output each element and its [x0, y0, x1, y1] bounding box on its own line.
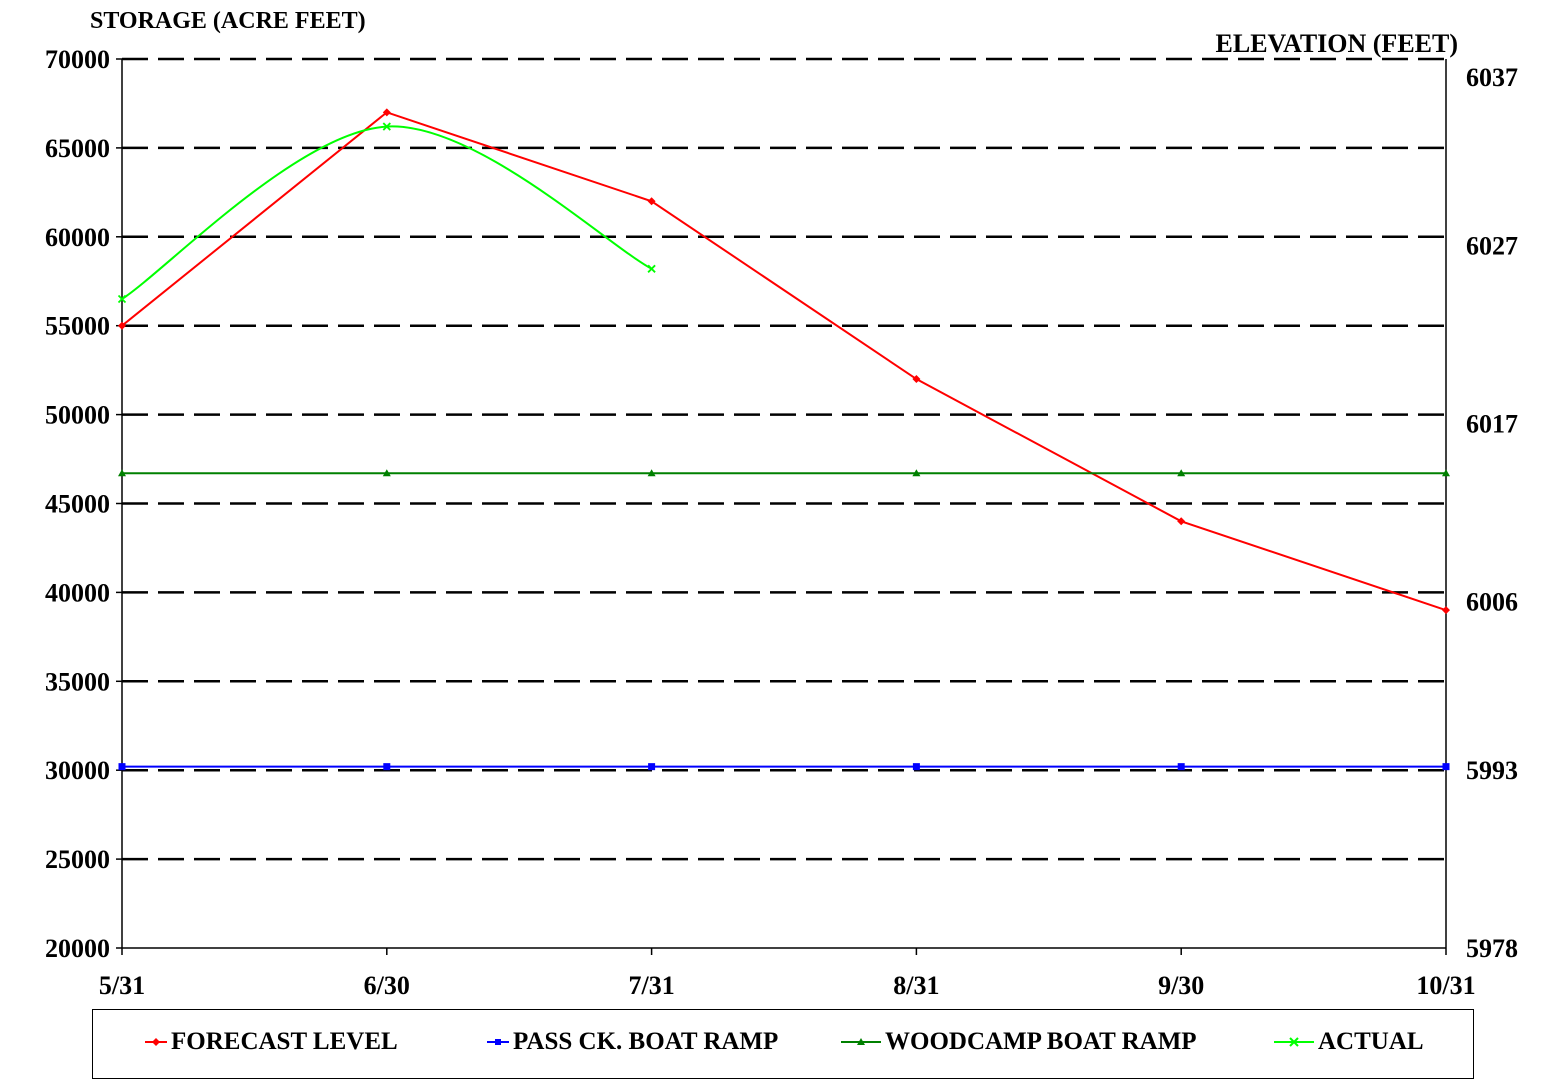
legend-swatch-pass-ck [487, 1039, 509, 1045]
point-pass-ck-boat-ramp-0 [118, 763, 126, 771]
ytick-label-70000: 70000 [45, 45, 110, 74]
gridlines [122, 57, 1446, 861]
legend-item-forecast-level: FORECAST LEVEL [145, 1028, 398, 1056]
ytick-label-45000: 45000 [45, 490, 110, 519]
point-forecast-level-3 [912, 375, 921, 384]
point-actual-1 [382, 122, 391, 131]
right-tick-label-5993: 5993 [1466, 756, 1518, 785]
right-tick-label-6037: 6037 [1466, 63, 1518, 92]
right-tick-label-6027: 6027 [1466, 232, 1518, 261]
ytick-label-25000: 25000 [45, 845, 110, 874]
point-woodcamp-boat-ramp-5 [1442, 469, 1450, 477]
right-tick-label-6006: 6006 [1466, 587, 1518, 616]
legend-swatch-actual [1274, 1037, 1314, 1047]
point-forecast-level-5 [1442, 606, 1450, 615]
series-line-forecast-level [121, 111, 1447, 612]
series-line-actual [121, 125, 653, 300]
legend-item-woodcamp-boat-ramp: WOODCAMP BOAT RAMP [841, 1028, 1197, 1056]
ytick-label-20000: 20000 [45, 934, 110, 963]
point-woodcamp-boat-ramp-4 [1177, 469, 1186, 477]
point-pass-ck-boat-ramp-1 [383, 763, 391, 771]
point-woodcamp-boat-ramp-2 [647, 469, 656, 477]
legend-item-pass-ck-boat-ramp: PASS CK. BOAT RAMP [487, 1028, 778, 1056]
ytick-label-40000: 40000 [45, 578, 110, 607]
right-tick-label-6017: 6017 [1466, 409, 1518, 438]
point-woodcamp-boat-ramp-1 [382, 469, 391, 477]
legend: FORECAST LEVEL PASS CK. BOAT RAMP WOODCA… [92, 1009, 1474, 1079]
axes [116, 58, 1447, 955]
xtick-label-5/31: 5/31 [99, 971, 145, 1000]
legend-label-actual: ACTUAL [1318, 1028, 1424, 1055]
xtick-label-8/31: 8/31 [893, 971, 939, 1000]
tick-labels: 20000 25000 30000 35000 40000 45000 50000 55000… [45, 45, 1518, 1000]
point-pass-ck-boat-ramp-3 [912, 763, 920, 771]
legend-label-pass-ck-boat-ramp: PASS CK. BOAT RAMP [513, 1028, 779, 1055]
legend-label-forecast-level: FORECAST LEVEL [171, 1028, 398, 1055]
right-axis-title: ELEVATION (FEET) [1216, 29, 1458, 58]
point-forecast-level-4 [1177, 517, 1186, 526]
xtick-label-10/31: 10/31 [1416, 971, 1475, 1000]
point-forecast-level-2 [647, 197, 656, 206]
storage-chart: STORAGE (ACRE FEET) ELEVATION (FEET) 200… [45, 8, 1518, 1000]
xtick-label-6/30: 6/30 [364, 971, 410, 1000]
point-forecast-level-1 [382, 108, 391, 117]
ytick-label-50000: 50000 [45, 401, 110, 430]
ytick-label-55000: 55000 [45, 312, 110, 341]
ytick-label-30000: 30000 [45, 756, 110, 785]
ytick-label-60000: 60000 [45, 223, 110, 252]
point-pass-ck-boat-ramp-2 [648, 763, 656, 771]
series-lines [117, 108, 1450, 771]
point-pass-ck-boat-ramp-5 [1442, 763, 1450, 771]
point-pass-ck-boat-ramp-4 [1177, 763, 1185, 771]
point-actual-0 [117, 294, 127, 304]
legend-item-actual: ACTUAL [1274, 1028, 1424, 1056]
xtick-label-7/31: 7/31 [628, 971, 674, 1000]
legend-label-woodcamp-boat-ramp: WOODCAMP BOAT RAMP [885, 1028, 1197, 1055]
legend-swatch-woodcamp [841, 1038, 881, 1045]
point-actual-2 [647, 264, 656, 273]
xtick-label-9/30: 9/30 [1158, 971, 1204, 1000]
left-axis-title: STORAGE (ACRE FEET) [90, 8, 366, 34]
point-woodcamp-boat-ramp-3 [912, 469, 921, 477]
ytick-label-65000: 65000 [45, 134, 110, 163]
point-forecast-level-0 [118, 321, 126, 330]
right-tick-label-5978: 5978 [1466, 934, 1518, 963]
ytick-label-35000: 35000 [45, 667, 110, 696]
legend-swatch-forecast [145, 1038, 167, 1046]
point-woodcamp-boat-ramp-0 [118, 469, 126, 477]
